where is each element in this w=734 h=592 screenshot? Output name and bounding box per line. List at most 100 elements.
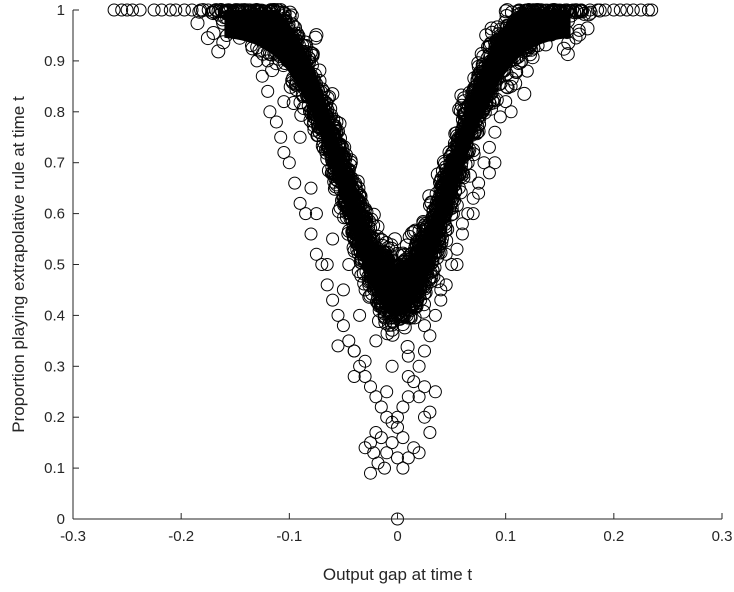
data-point [217, 11, 231, 25]
data-point [401, 390, 415, 404]
data-point [155, 3, 169, 17]
data-point [428, 385, 442, 399]
y-tick-label: 0.4 [44, 307, 65, 324]
data-point [369, 334, 383, 348]
data-point [401, 370, 415, 383]
data-point [477, 156, 491, 170]
data-point [645, 3, 659, 17]
x-tick-label: 0.3 [712, 528, 733, 545]
data-point [169, 3, 183, 17]
data-point [364, 436, 377, 450]
data-point [439, 278, 453, 292]
data-point [274, 130, 288, 144]
data-point [396, 461, 410, 475]
data-point [358, 354, 372, 368]
data-point [434, 293, 448, 307]
data-point [211, 44, 226, 59]
data-points-layer [107, 3, 659, 526]
y-tick-label: 0.3 [44, 358, 65, 375]
data-point [488, 125, 502, 139]
data-point [583, 3, 597, 17]
data-point [407, 375, 421, 389]
y-tick-label: 0.5 [44, 257, 65, 274]
data-point [126, 3, 139, 17]
data-point [591, 3, 605, 17]
data-point [401, 349, 415, 363]
data-point [331, 339, 345, 353]
data-point [385, 359, 399, 373]
data-point [423, 405, 437, 419]
data-point [315, 258, 329, 271]
data-point [423, 273, 437, 287]
data-point [308, 30, 323, 45]
data-point [488, 156, 502, 170]
y-tick-label: 0.2 [44, 409, 65, 426]
data-point [634, 3, 648, 17]
data-point [450, 242, 464, 256]
data-point [239, 23, 253, 37]
data-point [331, 308, 345, 322]
data-point [482, 140, 496, 154]
data-point [466, 191, 480, 205]
data-point [387, 232, 402, 247]
data-point [498, 4, 513, 19]
data-point [450, 258, 464, 271]
data-point [336, 283, 350, 297]
data-point [250, 54, 264, 68]
data-point [407, 441, 421, 455]
data-point [504, 105, 518, 119]
data-point [380, 385, 394, 399]
dense-band-layer [190, 3, 607, 354]
data-point [385, 322, 400, 337]
data-point [537, 16, 550, 30]
data-point [400, 340, 415, 354]
data-point [347, 370, 361, 383]
data-point [396, 400, 410, 414]
data-point [147, 3, 161, 17]
data-point [261, 84, 275, 98]
data-point [283, 5, 297, 20]
data-point [369, 426, 383, 439]
data-point [283, 79, 298, 94]
data-point [342, 258, 356, 271]
data-point [226, 4, 240, 18]
data-point [369, 390, 383, 404]
data-point [396, 431, 410, 445]
y-tick-label: 0.1 [44, 460, 65, 477]
data-point [284, 8, 299, 23]
data-point [504, 71, 519, 86]
y-tick-label: 0.6 [44, 206, 65, 223]
data-point [566, 3, 580, 17]
data-point [520, 44, 534, 58]
data-point [607, 3, 621, 17]
data-point [439, 247, 453, 261]
data-point [620, 3, 634, 17]
data-point [500, 80, 515, 95]
data-point [304, 227, 318, 241]
data-point [309, 247, 323, 261]
data-point [510, 64, 523, 78]
data-point [342, 334, 356, 348]
y-axis-label: Proportion playing extrapolative rule at… [9, 96, 28, 433]
data-point [434, 283, 448, 297]
data-point [499, 79, 514, 94]
x-tick-label: 0 [393, 528, 401, 545]
data-point [391, 410, 404, 424]
data-point [255, 69, 269, 83]
data-point [613, 3, 627, 17]
data-point [206, 26, 221, 40]
data-point [277, 146, 291, 159]
data-point [385, 415, 399, 429]
data-point [288, 176, 302, 190]
data-point [200, 31, 215, 46]
data-point [358, 441, 372, 455]
data-point [353, 308, 367, 322]
data-point [418, 380, 431, 394]
data-point [364, 380, 377, 394]
data-point [493, 110, 507, 124]
data-point [378, 461, 391, 475]
y-axis-ticks: 0 0.1 0.2 0.3 0.4 0.5 0.6 0.7 0.8 0.9 1 [44, 2, 79, 528]
data-point [428, 308, 442, 322]
x-tick-label: 0.1 [495, 528, 516, 545]
